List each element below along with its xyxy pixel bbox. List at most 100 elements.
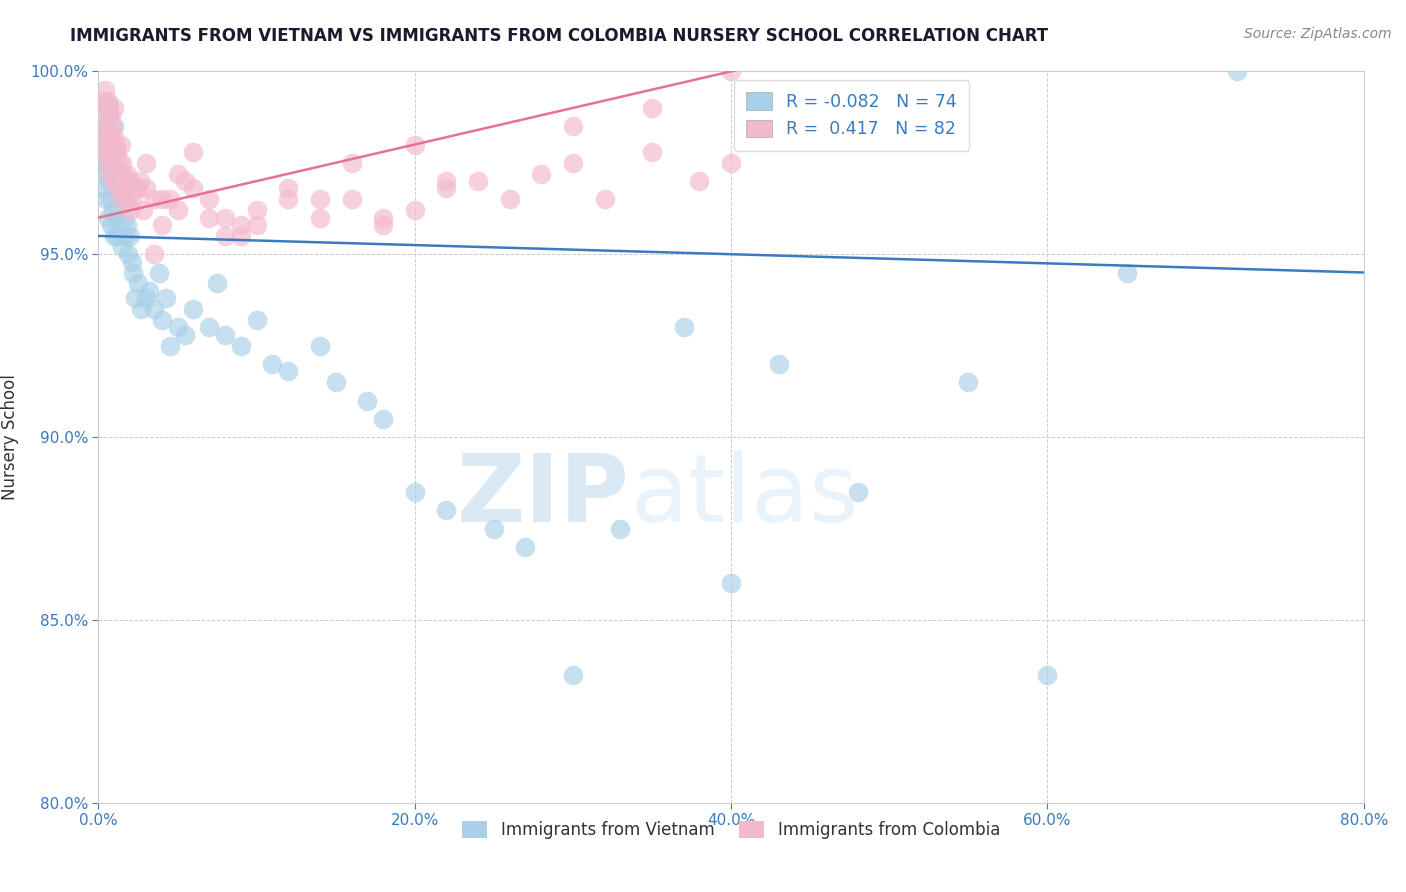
Point bbox=[91, 181, 114, 195]
Y-axis label: Nursery School: Nursery School bbox=[1, 374, 18, 500]
Point bbox=[93, 83, 117, 97]
Point bbox=[127, 277, 149, 291]
Point bbox=[688, 174, 710, 188]
Point bbox=[205, 277, 228, 291]
Point bbox=[138, 284, 160, 298]
Point bbox=[98, 108, 121, 122]
Point bbox=[101, 155, 124, 169]
Point bbox=[128, 174, 150, 188]
Point bbox=[246, 313, 269, 327]
Point bbox=[96, 145, 118, 159]
Point bbox=[97, 155, 120, 169]
Point bbox=[93, 130, 117, 145]
Point bbox=[100, 108, 122, 122]
Point bbox=[309, 211, 332, 225]
Point bbox=[371, 211, 394, 225]
Point bbox=[229, 218, 252, 232]
Point bbox=[97, 120, 120, 134]
Point bbox=[641, 145, 664, 159]
Point bbox=[120, 229, 141, 244]
Point bbox=[96, 137, 118, 152]
Point bbox=[111, 193, 134, 207]
Point bbox=[98, 167, 121, 181]
Point bbox=[107, 181, 129, 195]
Point bbox=[103, 130, 125, 145]
Point bbox=[148, 266, 170, 280]
Point bbox=[96, 193, 118, 207]
Point bbox=[246, 203, 269, 218]
Point bbox=[166, 320, 188, 334]
Point bbox=[108, 155, 131, 169]
Point bbox=[482, 522, 505, 536]
Point bbox=[90, 155, 112, 169]
Point bbox=[103, 167, 125, 181]
Point bbox=[561, 668, 585, 682]
Point bbox=[340, 193, 363, 207]
Point bbox=[110, 174, 132, 188]
Point bbox=[98, 101, 121, 115]
Point bbox=[325, 376, 347, 390]
Point bbox=[309, 339, 332, 353]
Point bbox=[214, 211, 236, 225]
Point bbox=[100, 193, 122, 207]
Point bbox=[371, 218, 394, 232]
Point bbox=[104, 145, 127, 159]
Point bbox=[166, 167, 188, 181]
Point bbox=[91, 130, 114, 145]
Point bbox=[561, 155, 585, 169]
Point bbox=[198, 193, 221, 207]
Point bbox=[530, 167, 553, 181]
Point bbox=[121, 254, 143, 268]
Point bbox=[100, 145, 122, 159]
Point bbox=[98, 174, 121, 188]
Point bbox=[467, 174, 489, 188]
Point bbox=[117, 193, 139, 207]
Point bbox=[720, 576, 742, 591]
Point bbox=[111, 193, 134, 207]
Point bbox=[436, 503, 458, 517]
Point bbox=[111, 167, 134, 181]
Point bbox=[101, 155, 124, 169]
Point bbox=[122, 193, 145, 207]
Point bbox=[114, 229, 136, 244]
Point bbox=[183, 145, 205, 159]
Point bbox=[1036, 668, 1059, 682]
Point bbox=[125, 181, 148, 195]
Point bbox=[110, 137, 132, 152]
Point bbox=[340, 155, 363, 169]
Point bbox=[198, 320, 221, 334]
Point bbox=[561, 120, 585, 134]
Point bbox=[103, 229, 125, 244]
Point bbox=[112, 174, 135, 188]
Point bbox=[436, 174, 458, 188]
Point bbox=[93, 167, 117, 181]
Point bbox=[104, 137, 127, 152]
Point bbox=[720, 155, 742, 169]
Point bbox=[142, 301, 165, 317]
Point bbox=[957, 376, 980, 390]
Point bbox=[404, 203, 426, 218]
Point bbox=[115, 218, 138, 232]
Point bbox=[115, 167, 138, 181]
Point bbox=[117, 247, 139, 261]
Point bbox=[97, 94, 120, 108]
Point bbox=[150, 193, 173, 207]
Point bbox=[111, 155, 134, 169]
Point bbox=[720, 64, 742, 78]
Point bbox=[135, 291, 157, 305]
Point bbox=[262, 357, 284, 371]
Point bbox=[96, 120, 118, 134]
Point bbox=[371, 412, 394, 426]
Point bbox=[107, 229, 129, 244]
Point bbox=[97, 211, 120, 225]
Point bbox=[593, 193, 616, 207]
Point bbox=[120, 174, 141, 188]
Point bbox=[112, 211, 135, 225]
Point bbox=[135, 155, 157, 169]
Point bbox=[641, 101, 664, 115]
Point bbox=[91, 94, 114, 108]
Point bbox=[1226, 64, 1249, 78]
Point bbox=[124, 291, 146, 305]
Point bbox=[100, 137, 122, 152]
Point bbox=[1115, 266, 1137, 280]
